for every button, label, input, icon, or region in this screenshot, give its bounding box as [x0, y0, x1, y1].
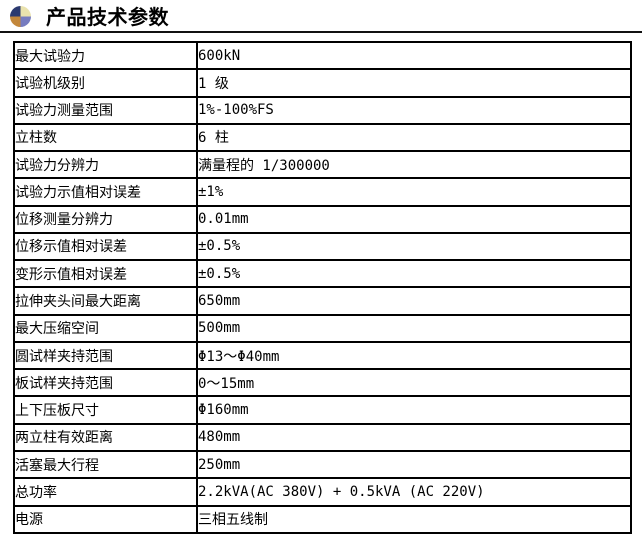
table-row: 上下压板尺寸 Φ160mm	[13, 395, 632, 425]
param-value: 250mm	[196, 449, 632, 480]
param-label: 最大试验力	[13, 40, 198, 71]
param-value: ±1%	[196, 177, 632, 207]
param-label: 两立柱有效距离	[13, 422, 198, 452]
table-row: 总功率 2.2kVA(AC 380V) + 0.5kVA (AC 220V)	[13, 477, 632, 507]
param-label: 试验力分辨力	[13, 150, 198, 180]
param-label: 最大压缩空间	[13, 313, 198, 343]
table-row: 拉伸夹头间最大距离 650mm	[13, 286, 632, 316]
table-row: 位移示值相对误差 ±0.5%	[13, 231, 632, 262]
param-label: 位移测量分辨力	[13, 204, 198, 234]
param-value: 600kN	[196, 40, 632, 71]
param-value: 1 级	[196, 68, 632, 98]
param-value: 6 柱	[196, 122, 632, 153]
table-row: 位移测量分辨力 0.01mm	[13, 204, 632, 234]
param-value: 1%-100%FS	[196, 95, 632, 125]
param-label: 圆试样夹持范围	[13, 340, 198, 371]
table-row: 变形示值相对误差 ±0.5%	[13, 259, 632, 289]
table-row: 活塞最大行程 250mm	[13, 449, 632, 480]
param-value: Φ13～Φ40mm	[196, 340, 632, 371]
param-label: 位移示值相对误差	[13, 231, 198, 262]
param-label: 试验机级别	[13, 68, 198, 98]
param-label: 板试样夹持范围	[13, 368, 198, 398]
table-row: 试验力分辨力 满量程的 1/300000	[13, 150, 632, 180]
param-value: 0.01mm	[196, 204, 632, 234]
param-value: 三相五线制	[196, 504, 632, 535]
page-title: 产品技术参数	[46, 4, 169, 29]
param-label: 拉伸夹头间最大距离	[13, 286, 198, 316]
param-value: 满量程的 1/300000	[196, 150, 632, 180]
table-row: 立柱数 6 柱	[13, 122, 632, 153]
table-row: 板试样夹持范围 0～15mm	[13, 368, 632, 398]
param-value: 480mm	[196, 422, 632, 452]
sphere-bullet-icon	[10, 6, 31, 27]
title-divider	[0, 31, 642, 33]
param-value: 2.2kVA(AC 380V) + 0.5kVA (AC 220V)	[196, 477, 632, 507]
table-row: 圆试样夹持范围 Φ13～Φ40mm	[13, 340, 632, 371]
param-label: 上下压板尺寸	[13, 395, 198, 425]
param-label: 总功率	[13, 477, 198, 507]
param-label: 变形示值相对误差	[13, 259, 198, 289]
param-label: 试验力测量范围	[13, 95, 198, 125]
param-label: 立柱数	[13, 122, 198, 153]
param-value: ±0.5%	[196, 259, 632, 289]
param-value: 650mm	[196, 286, 632, 316]
page-header: 产品技术参数	[0, 0, 642, 29]
param-label: 电源	[13, 504, 198, 535]
param-label: 试验力示值相对误差	[13, 177, 198, 207]
table-row: 最大压缩空间 500mm	[13, 313, 632, 343]
param-value: ±0.5%	[196, 231, 632, 262]
table-row: 电源 三相五线制	[13, 504, 632, 535]
table-row: 试验力示值相对误差 ±1%	[13, 177, 632, 207]
table-row: 试验机级别 1 级	[13, 68, 632, 98]
param-value: Φ160mm	[196, 395, 632, 425]
param-label: 活塞最大行程	[13, 449, 198, 480]
spec-table-body: 最大试验力 600kN 试验机级别 1 级试验力测量范围 1%-100%FS 立柱数 6 柱…	[13, 40, 632, 535]
table-row: 最大试验力 600kN	[13, 40, 632, 71]
spec-table: 最大试验力 600kN 试验机级别 1 级试验力测量范围 1%-100%FS 立柱数 6 柱…	[13, 40, 632, 535]
param-value: 0～15mm	[196, 368, 632, 398]
param-value: 500mm	[196, 313, 632, 343]
table-row: 试验力测量范围 1%-100%FS	[13, 95, 632, 125]
table-row: 两立柱有效距离 480mm	[13, 422, 632, 452]
